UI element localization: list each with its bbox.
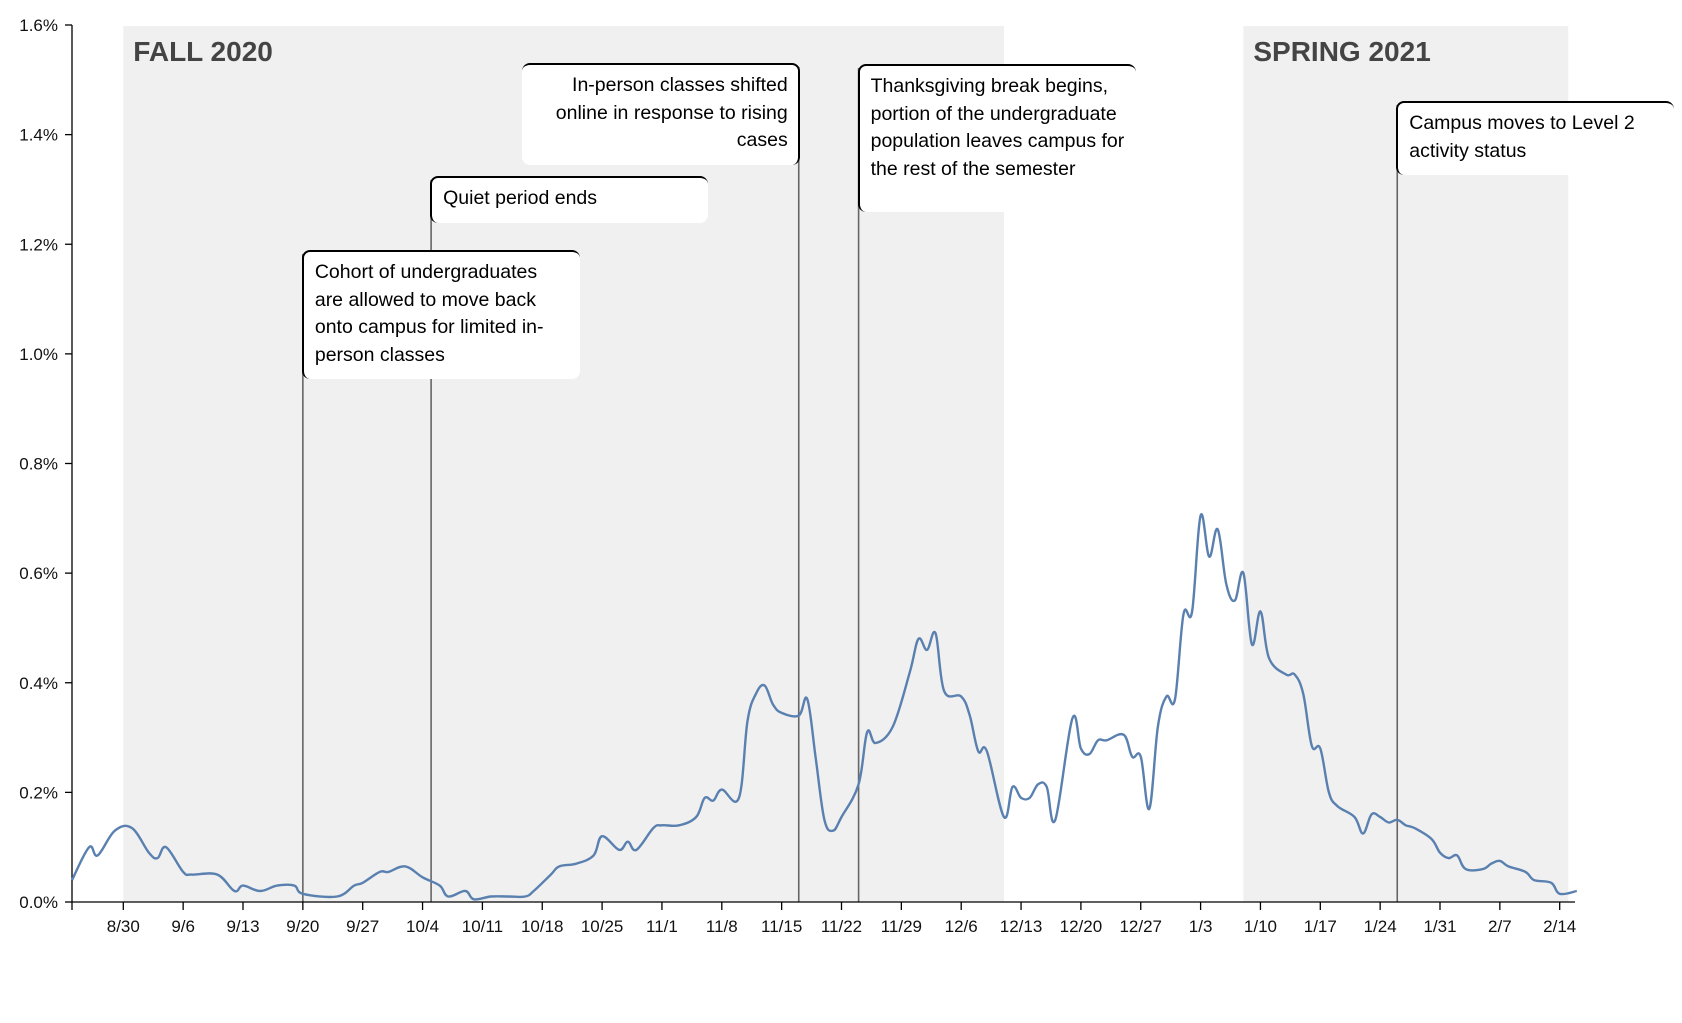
- x-tick-label-12: 11/22: [821, 917, 862, 936]
- x-tick-label-14: 12/6: [945, 917, 978, 936]
- x-tick-label-10: 11/8: [706, 917, 738, 936]
- annotation-box-0: Cohort of undergraduates are allowed to …: [301, 250, 580, 379]
- x-tick-label-19: 1/10: [1244, 917, 1277, 936]
- x-tick-label-23: 2/7: [1488, 917, 1512, 936]
- x-tick-label-17: 12/27: [1119, 917, 1162, 936]
- x-tick-label-18: 1/3: [1189, 917, 1213, 936]
- y-axis: 0.0% 0.2% 0.4% 0.6% 0.8% 1.0% 1.2% 1.4% 1.6%: [19, 16, 73, 912]
- x-tick-label-11: 11/15: [761, 917, 802, 936]
- x-tick-label-24: 2/14: [1543, 917, 1576, 936]
- x-tick-label-1: 9/6: [171, 917, 195, 936]
- y-tick-label-5: 1.0%: [19, 345, 58, 364]
- annotation-box-1: Quiet period ends: [430, 176, 709, 223]
- y-tick-label-4: 0.8%: [19, 455, 58, 474]
- annotation-box-2: In-person classes shifted online in resp…: [521, 63, 800, 165]
- series-lines: [70, 513, 1578, 901]
- x-tick-label-5: 10/4: [406, 917, 439, 936]
- x-tick-label-15: 12/13: [1000, 917, 1043, 936]
- x-tick-label-22: 1/31: [1423, 917, 1456, 936]
- y-tick-label-3: 0.6%: [19, 564, 58, 583]
- y-tick-label-8: 1.6%: [19, 16, 58, 35]
- x-tick-label-20: 1/17: [1304, 917, 1337, 936]
- y-tick-label-0: 0.0%: [19, 893, 58, 912]
- shaded-period-0: [123, 26, 1004, 902]
- y-tick-label-2: 0.4%: [19, 674, 58, 693]
- series-line-0: [70, 513, 1578, 901]
- x-tick-label-8: 10/25: [581, 917, 624, 936]
- y-tick-label-6: 1.2%: [19, 235, 58, 254]
- x-tick-label-21: 1/24: [1364, 917, 1397, 936]
- x-tick-label-16: 12/20: [1060, 917, 1103, 936]
- x-tick-label-6: 10/11: [462, 917, 503, 936]
- period-label-1: SPRING 2021: [1253, 36, 1430, 67]
- x-tick-label-4: 9/27: [346, 917, 379, 936]
- x-tick-label-3: 9/20: [286, 917, 319, 936]
- x-tick-label-9: 11/1: [646, 917, 678, 936]
- x-tick-label-2: 9/13: [226, 917, 259, 936]
- y-tick-label-7: 1.4%: [19, 126, 58, 145]
- shaded-periods: FALL 2020 SPRING 2021: [123, 26, 1569, 902]
- annotation-box-3: Thanksgiving break begins, portion of th…: [857, 64, 1136, 212]
- period-label-0: FALL 2020: [133, 36, 273, 67]
- y-tick-label-1: 0.2%: [19, 783, 58, 802]
- annotation-box-4: Campus moves to Level 2 activity status: [1396, 101, 1675, 175]
- x-tick-label-7: 10/18: [521, 917, 564, 936]
- x-axis: 8/30 9/6 9/13 9/20 9/27 10/4 10/11 10/18 10/25 11…: [71, 901, 1576, 936]
- x-tick-label-0: 8/30: [107, 917, 140, 936]
- x-tick-label-13: 11/29: [881, 917, 922, 936]
